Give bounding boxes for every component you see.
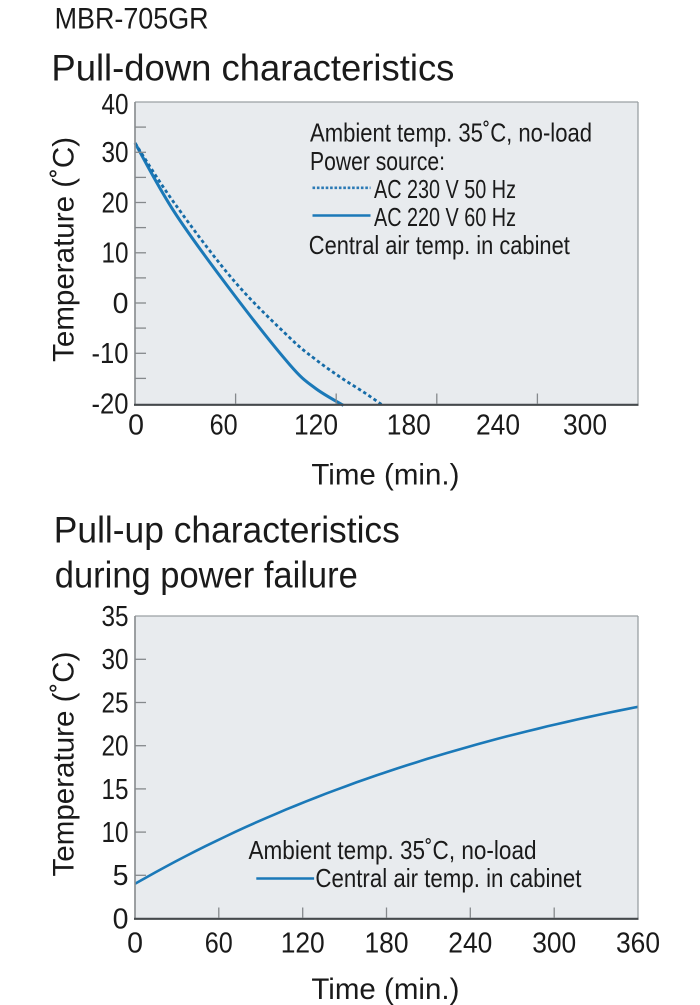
- svg-text:300: 300: [563, 409, 607, 441]
- svg-text:120: 120: [281, 927, 325, 959]
- svg-text:180: 180: [387, 409, 431, 441]
- svg-text:10: 10: [102, 238, 129, 270]
- svg-text:Pull-up characteristics: Pull-up characteristics: [54, 510, 400, 551]
- svg-text:Ambient temp. 35˚C, no-load: Ambient temp. 35˚C, no-load: [310, 118, 592, 148]
- svg-text:Central air temp. in cabinet: Central air temp. in cabinet: [315, 863, 582, 893]
- svg-text:Pull-down characteristics: Pull-down characteristics: [51, 48, 454, 89]
- svg-text:40: 40: [102, 89, 129, 121]
- svg-text:60: 60: [205, 927, 233, 959]
- svg-text:-10: -10: [92, 338, 129, 370]
- svg-text:5: 5: [113, 860, 129, 892]
- svg-text:360: 360: [616, 927, 660, 959]
- svg-text:AC 220 V 60 Hz: AC 220 V 60 Hz: [374, 202, 516, 232]
- svg-text:180: 180: [365, 927, 409, 959]
- svg-text:Time (min.): Time (min.): [311, 973, 459, 1005]
- svg-text:MBR-705GR: MBR-705GR: [55, 3, 209, 36]
- svg-text:Central air temp. in cabinet: Central air temp. in cabinet: [309, 230, 571, 260]
- svg-text:300: 300: [532, 927, 576, 959]
- svg-text:10: 10: [102, 817, 129, 849]
- svg-text:0: 0: [128, 409, 144, 441]
- svg-text:-20: -20: [92, 388, 129, 420]
- svg-text:Temperature (˚C): Temperature (˚C): [48, 137, 81, 362]
- svg-text:0: 0: [113, 903, 129, 935]
- svg-text:30: 30: [102, 644, 129, 676]
- svg-text:240: 240: [448, 927, 492, 959]
- svg-text:35: 35: [102, 601, 129, 633]
- svg-text:15: 15: [102, 774, 129, 806]
- svg-text:during power failure: during power failure: [55, 555, 358, 596]
- svg-text:0: 0: [127, 927, 143, 959]
- svg-text:AC 230 V 50 Hz: AC 230 V 50 Hz: [374, 174, 516, 204]
- svg-text:20: 20: [102, 187, 129, 219]
- svg-text:25: 25: [102, 687, 129, 719]
- svg-text:Time (min.): Time (min.): [311, 458, 459, 491]
- svg-text:20: 20: [102, 731, 129, 763]
- svg-text:Temperature (˚C): Temperature (˚C): [48, 652, 81, 877]
- svg-text:30: 30: [102, 137, 129, 169]
- svg-text:120: 120: [294, 409, 338, 441]
- svg-text:240: 240: [476, 409, 520, 441]
- svg-text:Ambient temp. 35˚C, no-load: Ambient temp. 35˚C, no-load: [249, 835, 537, 865]
- svg-text:0: 0: [113, 288, 129, 320]
- svg-text:Power source:: Power source:: [310, 146, 445, 176]
- svg-text:60: 60: [210, 409, 238, 441]
